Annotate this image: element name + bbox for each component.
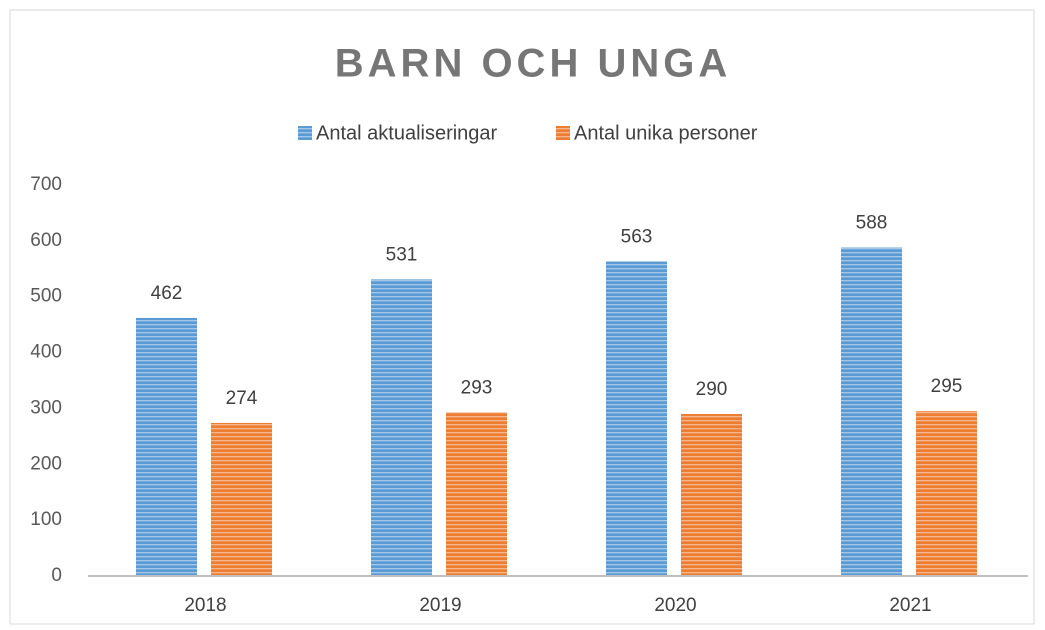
y-tick-label: 200 [30,453,62,474]
legend-swatch [556,126,570,140]
data-label: 274 [226,388,258,409]
y-tick-label: 0 [51,565,62,586]
data-label: 295 [931,376,963,397]
data-label: 290 [696,379,728,400]
bar [681,414,742,576]
y-tick-label: 300 [30,397,62,418]
y-tick-label: 100 [30,509,62,530]
bar [606,261,667,576]
y-tick-label: 700 [30,174,62,195]
bar [136,317,197,576]
chart-title: BARN OCH UNGA [335,42,731,86]
data-label: 462 [151,283,183,304]
y-tick-label: 600 [30,230,62,251]
data-label: 563 [621,227,653,248]
x-tick-label: 2020 [654,595,696,616]
y-tick-label: 400 [30,342,62,363]
legend-label: Antal aktualiseringar [316,122,498,144]
x-tick-label: 2021 [889,595,931,616]
bar [371,279,432,576]
data-label: 293 [461,377,493,398]
x-tick-label: 2018 [184,595,226,616]
bar [211,422,272,576]
bar [841,247,902,576]
data-label: 588 [856,213,888,234]
x-tick-label: 2019 [419,595,461,616]
legend-swatch [298,126,312,140]
data-label: 531 [386,244,418,265]
bar [446,412,507,576]
y-tick-label: 500 [30,286,62,307]
legend-label: Antal unika personer [574,122,758,144]
bar [916,411,977,576]
